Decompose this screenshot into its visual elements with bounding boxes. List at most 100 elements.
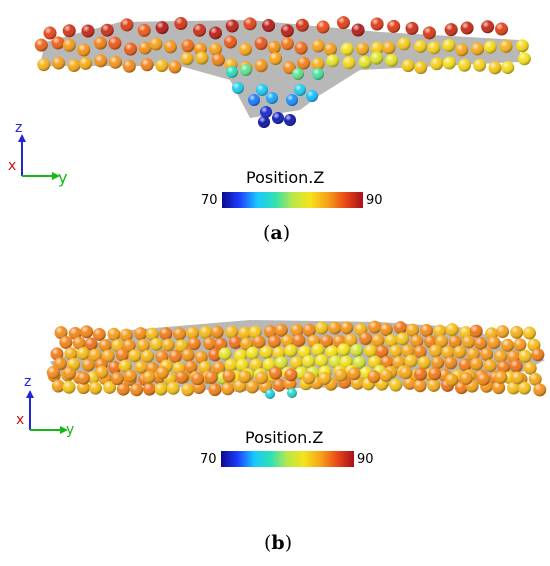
particle-shading	[473, 58, 487, 72]
particle-shading	[226, 66, 238, 78]
particle-shading	[483, 359, 497, 373]
particle-shading	[108, 55, 122, 69]
particle-shading	[254, 59, 268, 73]
particle-shading	[172, 327, 186, 341]
particle-scene-b	[26, 320, 547, 434]
particle-shading	[81, 24, 95, 38]
particle-shading	[364, 344, 378, 358]
particle-shading	[88, 381, 102, 395]
particle-shading	[262, 19, 276, 33]
particle-shading	[193, 23, 207, 37]
particle-shading	[405, 21, 419, 35]
particle-shading	[347, 367, 361, 381]
particle-shading	[476, 372, 490, 386]
particle-shading	[53, 357, 67, 371]
particle-shading	[272, 112, 284, 124]
particle-shading	[52, 56, 66, 70]
particle-shading	[267, 40, 281, 54]
particle-shading	[336, 16, 350, 30]
particle-shading	[297, 56, 311, 70]
particle-shading	[51, 36, 65, 50]
particle-shading	[225, 325, 239, 339]
particle-shading	[302, 355, 316, 369]
particle-shading	[37, 58, 51, 72]
particle-shading	[466, 347, 480, 361]
particle-shading	[240, 337, 254, 351]
particle-shading	[260, 106, 272, 118]
particle-shading	[267, 335, 281, 349]
particle-shading	[128, 349, 142, 363]
particle-shading	[255, 371, 269, 385]
particle-shading	[266, 92, 278, 104]
particle-shading	[274, 356, 288, 370]
particle-shading	[180, 52, 194, 66]
particle-shading	[199, 325, 213, 339]
particle-shading	[195, 51, 209, 65]
particle-shading	[334, 368, 348, 382]
particle-shading	[134, 327, 148, 341]
particle-shading	[80, 325, 94, 339]
particle-shading	[397, 37, 411, 51]
particle-shading	[413, 379, 427, 393]
particle-shading	[161, 338, 175, 352]
particle-shading	[494, 349, 508, 363]
particle-shading	[312, 68, 324, 80]
particle-shading	[246, 346, 260, 360]
particle-shading	[51, 379, 65, 393]
particle-shading	[228, 336, 242, 350]
particle-shading	[455, 43, 469, 57]
particle-shading	[413, 345, 427, 359]
particle-shading	[269, 52, 283, 66]
particle-shading	[528, 372, 542, 386]
particle-shading	[382, 41, 396, 55]
particle-shading	[509, 359, 523, 373]
particle-shading	[337, 343, 351, 357]
particle-shading	[320, 334, 334, 348]
particle-shading	[154, 382, 168, 396]
particle-shading	[101, 349, 115, 363]
particle-shading	[371, 333, 385, 347]
particle-shading	[164, 40, 178, 54]
particle-shading	[138, 41, 152, 55]
particle-shading	[428, 367, 442, 381]
axis-triad-b	[26, 390, 68, 434]
particle-shading	[145, 327, 159, 341]
particle-shading	[379, 368, 393, 382]
particle-shading	[88, 348, 102, 362]
particle-shading	[149, 337, 163, 351]
particle-shading	[81, 358, 95, 372]
particle-shading	[351, 23, 365, 37]
particle-shading	[222, 369, 236, 383]
particle-shading	[513, 338, 527, 352]
particle-shading	[187, 337, 201, 351]
particle-shading	[204, 370, 218, 384]
particle-shading	[155, 21, 169, 35]
particle-shading	[311, 343, 325, 357]
particle-shading	[76, 347, 90, 361]
particle-shading	[238, 370, 252, 384]
particle-shading	[417, 356, 431, 370]
particle-shading	[311, 57, 325, 71]
particle-shading	[249, 358, 263, 372]
particle-shading	[245, 380, 259, 394]
panel-b: z x y Position.Z 70 90 (b)	[0, 292, 550, 566]
particle-shading	[370, 51, 384, 65]
particle-shading	[287, 388, 297, 398]
particle-shading	[488, 61, 502, 75]
particle-shading	[356, 42, 370, 56]
particle-shading	[469, 324, 483, 338]
particle-shading	[294, 84, 306, 96]
particle-shading	[501, 338, 515, 352]
particle-shading	[380, 355, 394, 369]
particle-shading	[427, 378, 441, 392]
particle-shading	[295, 18, 309, 32]
particle-shading	[302, 323, 316, 337]
particle-shading	[254, 37, 268, 51]
particle-shading	[50, 347, 64, 361]
particle-shading	[458, 358, 472, 372]
particle-shading	[191, 372, 205, 386]
particle-shading	[379, 322, 393, 336]
colorbar-title: Position.Z	[245, 428, 324, 447]
particle-shading	[268, 366, 282, 380]
particle-shading	[235, 358, 249, 372]
